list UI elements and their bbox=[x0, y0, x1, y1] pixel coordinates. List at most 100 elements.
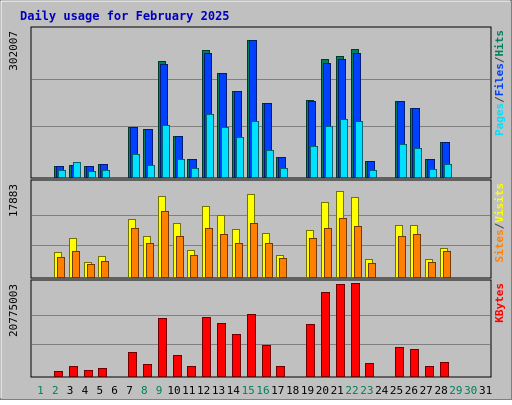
day-label-9: 9 bbox=[156, 384, 163, 397]
day-label-3: 3 bbox=[67, 384, 74, 397]
day-label-6: 6 bbox=[111, 384, 118, 397]
bar-kbytes-day-19 bbox=[306, 324, 315, 377]
day-label-10: 10 bbox=[167, 384, 180, 397]
panel-kbytes-legend: KBytes bbox=[493, 283, 506, 323]
bar-kbytes-day-4 bbox=[84, 370, 93, 377]
bar-pages-day-21 bbox=[340, 119, 348, 178]
panel-kbytes: 20775003 KBytes bbox=[7, 279, 506, 378]
bar-kbytes-day-16 bbox=[262, 345, 271, 377]
panel-kbytes-plot-area bbox=[30, 279, 492, 378]
day-label-8: 8 bbox=[141, 384, 148, 397]
panel-visits-legend-item-1: / bbox=[493, 222, 506, 229]
panel-hits-legend-item-0: Pages bbox=[493, 103, 506, 136]
bar-pages-day-17 bbox=[280, 168, 288, 178]
bar-pages-day-25 bbox=[399, 144, 407, 178]
bar-sites-day-20 bbox=[324, 228, 332, 278]
bar-kbytes-day-8 bbox=[143, 364, 152, 377]
bar-kbytes-day-14 bbox=[232, 334, 241, 377]
day-label-5: 5 bbox=[96, 384, 103, 397]
bar-pages-day-7 bbox=[132, 154, 140, 178]
day-label-28: 28 bbox=[434, 384, 447, 397]
panel-visits-legend-item-0: Sites bbox=[493, 229, 506, 262]
day-label-23: 23 bbox=[360, 384, 373, 397]
day-label-15: 15 bbox=[242, 384, 255, 397]
bar-pages-day-3 bbox=[73, 162, 81, 178]
bar-pages-day-14 bbox=[236, 137, 244, 178]
day-label-27: 27 bbox=[420, 384, 433, 397]
bar-pages-day-19 bbox=[310, 146, 318, 178]
day-label-25: 25 bbox=[390, 384, 403, 397]
panel-visits-max-label: 17883 bbox=[7, 184, 20, 217]
series-kbytes bbox=[54, 283, 449, 377]
bar-sites-day-17 bbox=[279, 258, 287, 278]
bar-sites-day-2 bbox=[57, 257, 65, 278]
bar-pages-day-26 bbox=[414, 148, 422, 178]
bar-sites-day-27 bbox=[428, 262, 436, 278]
bar-sites-day-16 bbox=[265, 243, 273, 278]
bar-pages-day-27 bbox=[429, 169, 437, 178]
panel-hits-legend: Pages/Files/Hits bbox=[493, 30, 506, 136]
day-label-31: 31 bbox=[479, 384, 492, 397]
bar-kbytes-day-12 bbox=[202, 317, 211, 377]
bar-kbytes-day-23 bbox=[365, 363, 374, 377]
bar-sites-day-22 bbox=[354, 226, 362, 278]
day-label-11: 11 bbox=[182, 384, 195, 397]
bar-pages-day-22 bbox=[355, 121, 363, 178]
bar-kbytes-day-27 bbox=[425, 366, 434, 377]
bar-kbytes-day-13 bbox=[217, 323, 226, 377]
bar-pages-day-13 bbox=[221, 127, 229, 178]
bar-sites-day-10 bbox=[176, 236, 184, 278]
day-label-4: 4 bbox=[82, 384, 89, 397]
bar-sites-day-3 bbox=[72, 251, 80, 278]
day-label-20: 20 bbox=[316, 384, 329, 397]
bar-sites-day-19 bbox=[309, 238, 317, 278]
day-label-21: 21 bbox=[331, 384, 344, 397]
bar-pages-day-10 bbox=[177, 159, 185, 178]
bar-kbytes-day-20 bbox=[321, 292, 330, 377]
bar-pages-day-9 bbox=[162, 125, 170, 178]
day-labels: 1 2 3 4 5 6 7 8 9 10 11 12 13 14 15 16 17 18 19 20 21 22 23 24 2… bbox=[37, 384, 492, 397]
bar-sites-day-5 bbox=[101, 261, 109, 278]
day-label-22: 22 bbox=[345, 384, 358, 397]
day-label-7: 7 bbox=[126, 384, 133, 397]
panel-visits-legend: Sites/Visits bbox=[493, 183, 506, 263]
day-label-18: 18 bbox=[286, 384, 299, 397]
panel-hits-legend-item-4: Hits bbox=[493, 30, 506, 57]
bar-sites-day-7 bbox=[131, 228, 139, 278]
day-label-12: 12 bbox=[197, 384, 210, 397]
day-label-24: 24 bbox=[375, 384, 389, 397]
bar-kbytes-day-17 bbox=[276, 366, 285, 377]
panel-visits: 17883 Sites/Visits bbox=[7, 179, 506, 279]
day-label-17: 17 bbox=[271, 384, 284, 397]
bar-sites-day-28 bbox=[443, 251, 451, 278]
bar-kbytes-day-22 bbox=[351, 283, 360, 377]
bar-pages-day-12 bbox=[206, 114, 214, 178]
bar-kbytes-day-15 bbox=[247, 314, 256, 377]
bar-sites-day-14 bbox=[235, 243, 243, 278]
bar-sites-day-26 bbox=[413, 234, 421, 278]
day-label-26: 26 bbox=[405, 384, 418, 397]
bar-pages-day-23 bbox=[369, 170, 377, 178]
day-label-16: 16 bbox=[256, 384, 269, 397]
bar-sites-day-8 bbox=[146, 243, 154, 278]
panel-hits-legend-item-3: / bbox=[493, 56, 506, 63]
panels-layer: 302007Pages/Files/Hits17883Sites/Visits2… bbox=[7, 26, 506, 378]
bar-kbytes-day-3 bbox=[69, 366, 78, 377]
bar-sites-day-12 bbox=[205, 228, 213, 278]
bar-sites-day-9 bbox=[161, 211, 169, 278]
day-label-30: 30 bbox=[464, 384, 477, 397]
day-label-19: 19 bbox=[301, 384, 314, 397]
bar-pages-day-15 bbox=[251, 121, 259, 178]
bar-sites-day-23 bbox=[368, 263, 376, 278]
bar-kbytes-day-2 bbox=[54, 371, 63, 377]
bar-kbytes-day-9 bbox=[158, 318, 167, 377]
series-sites bbox=[57, 211, 451, 278]
bar-kbytes-day-25 bbox=[395, 347, 404, 377]
bar-kbytes-day-10 bbox=[173, 355, 182, 377]
bar-pages-day-20 bbox=[325, 126, 333, 178]
day-label-13: 13 bbox=[212, 384, 225, 397]
bar-sites-day-21 bbox=[339, 218, 347, 278]
bar-kbytes-day-7 bbox=[128, 352, 137, 377]
